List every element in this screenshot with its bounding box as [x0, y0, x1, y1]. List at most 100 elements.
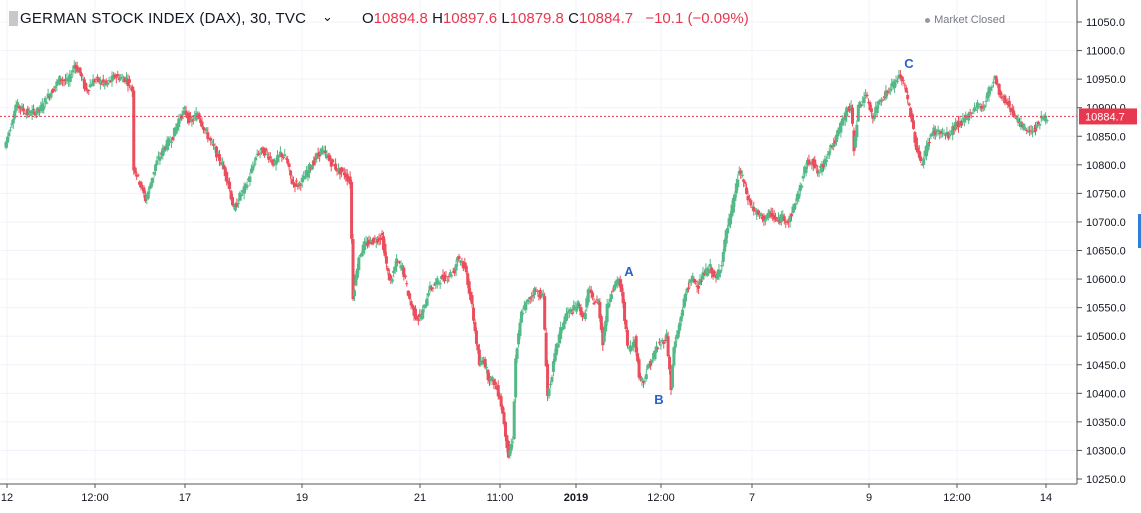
scroll-handle[interactable] — [1138, 214, 1141, 248]
candle-body — [1007, 100, 1011, 107]
candle-body — [668, 356, 672, 370]
candle-body — [556, 343, 560, 348]
candle-body — [851, 107, 855, 124]
candle-body — [535, 291, 539, 293]
candle-body — [599, 316, 603, 330]
candle-body — [444, 276, 448, 278]
candle-body — [474, 330, 478, 344]
candle-body — [678, 322, 682, 331]
candle-body — [84, 83, 88, 91]
candle-body — [756, 210, 760, 214]
candle-body — [454, 264, 458, 271]
low-label: L — [501, 10, 510, 27]
candle-body — [694, 280, 698, 282]
price-axis[interactable]: 10250.0 10300.0 10350.0 10400.0 10450.0 10500… — [1076, 0, 1137, 486]
candle-body — [101, 79, 105, 83]
candle-body — [553, 353, 557, 362]
candle-body — [27, 110, 31, 114]
candle-body — [759, 213, 763, 217]
candle-body — [951, 126, 955, 136]
candle-body — [1033, 124, 1037, 132]
candle-body — [215, 146, 219, 158]
candle-body — [55, 81, 59, 86]
candle-body — [178, 118, 182, 120]
candle-body — [943, 134, 947, 136]
candle-body — [289, 170, 293, 176]
candle-body — [278, 151, 282, 155]
low-value: 10879.8 — [509, 10, 564, 27]
candle-body — [7, 132, 11, 137]
candle-body — [283, 154, 287, 157]
candle-body — [569, 309, 573, 312]
status-dot-icon — [925, 17, 931, 23]
price-tick-label: 10950.0 — [1086, 74, 1126, 86]
time-tick-label: 17 — [179, 492, 191, 504]
candle-body — [776, 216, 780, 222]
candle-body — [65, 77, 69, 82]
candle-body — [171, 136, 175, 141]
time-tick-label: 11:00 — [487, 492, 514, 504]
candle-body — [69, 76, 73, 79]
candle-body — [948, 134, 952, 137]
candle-body — [682, 298, 686, 308]
candle-body — [1041, 116, 1045, 120]
candle-body — [922, 158, 926, 165]
candle-body — [220, 162, 224, 166]
candle-body — [534, 290, 538, 292]
candle-body — [229, 190, 233, 200]
candle-body — [624, 319, 628, 330]
candle-body — [357, 257, 361, 271]
candle-body — [499, 396, 503, 407]
candle-body — [416, 319, 420, 321]
candle-body — [209, 138, 213, 141]
candle-body — [393, 266, 397, 271]
candle-body — [665, 333, 669, 339]
candle-body — [119, 77, 123, 80]
candle-body — [917, 150, 921, 158]
candle-body — [1022, 123, 1026, 130]
candle-body — [903, 84, 907, 86]
candle-body — [376, 239, 380, 243]
candle-body — [503, 421, 507, 437]
candle-body — [846, 110, 850, 112]
candle-body — [663, 339, 667, 342]
candle-body — [46, 93, 50, 99]
candle-body — [174, 127, 178, 135]
candle-body — [910, 113, 914, 122]
candle-body — [170, 142, 174, 144]
candle-body — [887, 91, 891, 93]
candle-body — [287, 163, 291, 168]
candle-body — [463, 262, 467, 268]
candle-body — [530, 296, 534, 298]
candle-body — [457, 256, 461, 260]
candle-body — [521, 313, 525, 315]
chevron-down-icon[interactable]: ⌄ — [322, 9, 333, 24]
candle-body — [424, 304, 428, 308]
candle-body — [1045, 120, 1049, 122]
candle-body — [957, 120, 961, 128]
candle-body — [216, 152, 220, 154]
candle-body — [93, 80, 97, 82]
candle-body — [476, 344, 480, 351]
candle-body — [901, 79, 905, 81]
candle-body — [496, 385, 500, 397]
candle-body — [888, 88, 892, 91]
candle-body — [242, 186, 246, 194]
candle-body — [858, 101, 862, 108]
candle-body — [450, 275, 454, 277]
candle-body — [181, 110, 185, 115]
candle-body — [855, 124, 859, 138]
candle-body — [255, 154, 259, 156]
candle-body — [904, 87, 908, 93]
candle-body — [252, 164, 256, 166]
candle-body — [621, 292, 625, 304]
candle-body — [549, 384, 552, 386]
candle-body — [103, 83, 107, 86]
candle-body — [286, 159, 290, 164]
candle-body — [875, 105, 879, 114]
symbol-title[interactable]: GERMAN STOCK INDEX (DAX), 30, TVC — [20, 10, 307, 27]
time-axis[interactable]: 12 12:00 17 19 21 11:00 2019 12:00 7 9 12:00 14 — [0, 483, 1077, 504]
candle-body — [402, 267, 406, 277]
candle-body — [177, 118, 181, 128]
